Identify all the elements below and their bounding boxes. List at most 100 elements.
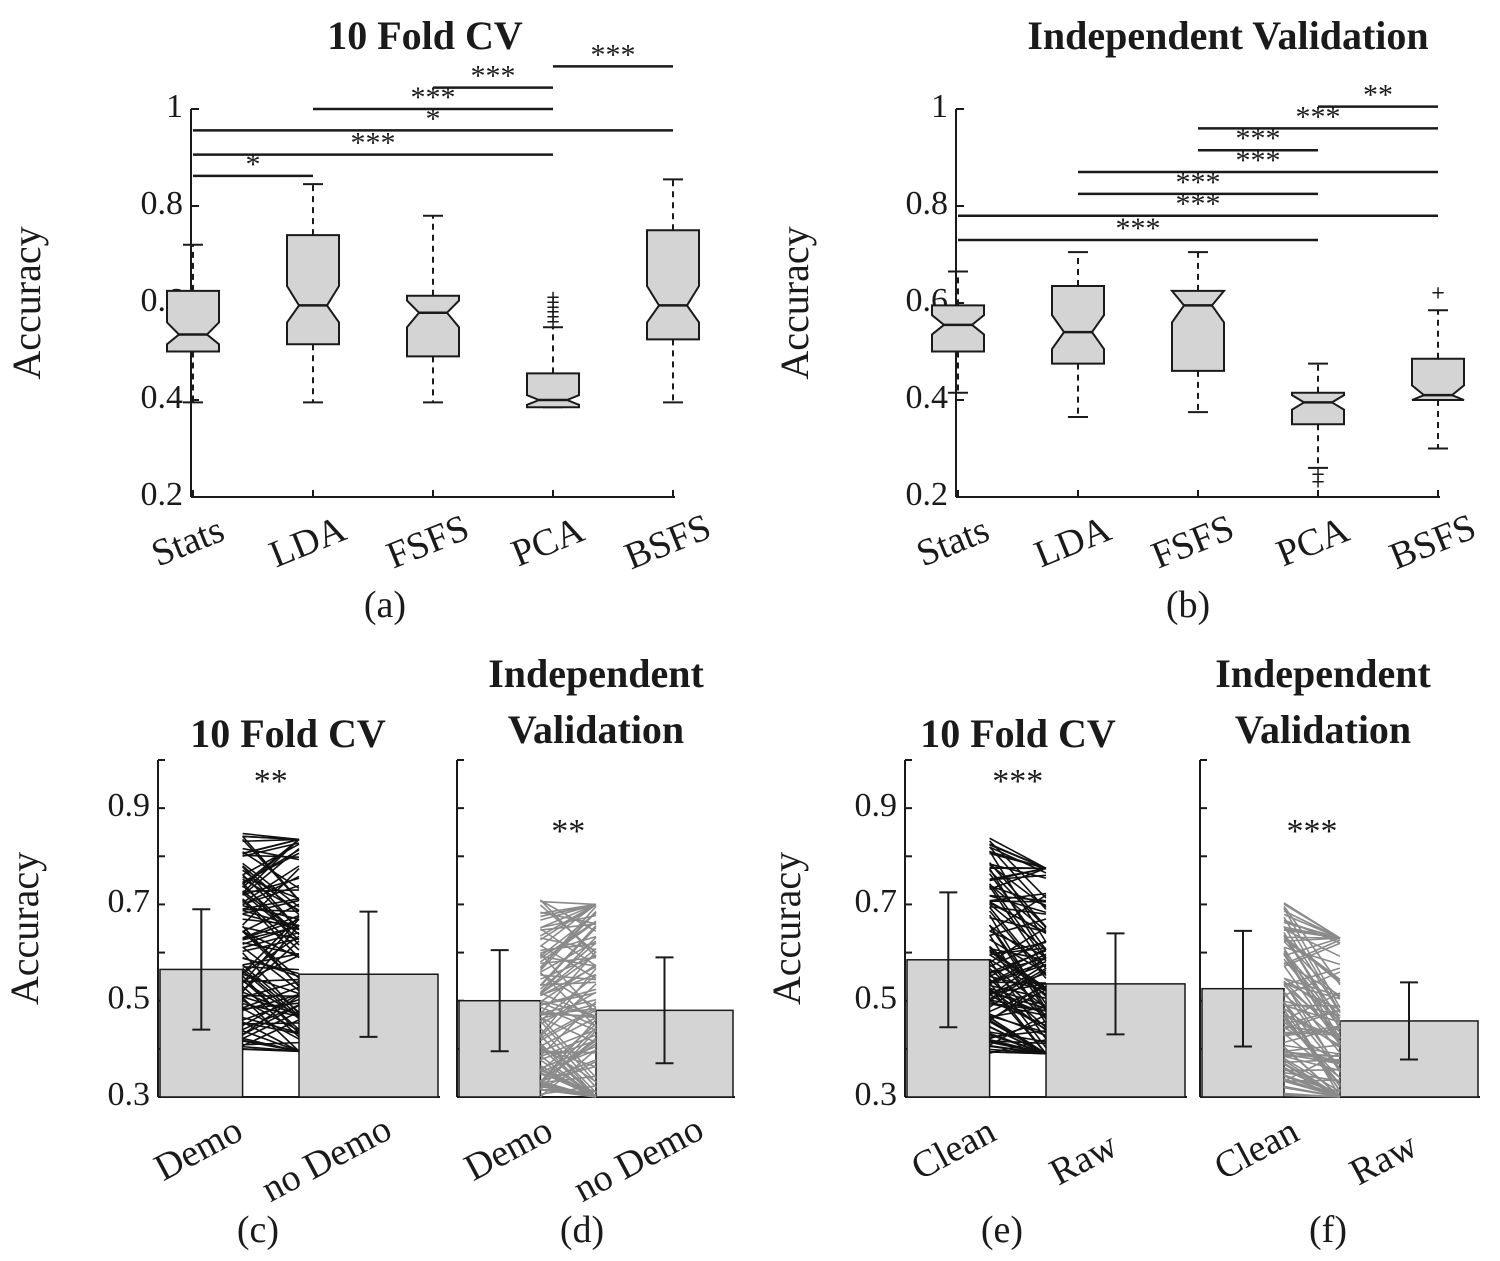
paired-line — [539, 921, 597, 963]
paired-line — [540, 1060, 597, 1090]
paired-line — [539, 1034, 597, 1098]
paired-line — [989, 1033, 1047, 1055]
panel-e: 10 Fold CV (e) Accuracy 0.3 0.5 0.7 0.9 *** Clea… — [764, 711, 1187, 1251]
panel-label: (c) — [237, 1209, 279, 1251]
significance-label: *** — [992, 763, 1043, 800]
paired-line — [989, 982, 1047, 995]
paired-line — [242, 884, 300, 906]
significance-label: *** — [411, 81, 456, 114]
paired-line — [540, 1065, 597, 1082]
paired-line — [539, 967, 597, 1036]
paired-line — [989, 916, 1047, 933]
paired-line — [540, 1009, 597, 1042]
paired-line — [989, 945, 1047, 998]
box-plot: LDA — [264, 183, 352, 576]
paired-line — [539, 972, 597, 1009]
notched-box — [1411, 357, 1465, 401]
paired-lines — [241, 832, 300, 1053]
paired-line — [539, 1016, 597, 1079]
notched-box — [1291, 391, 1345, 426]
paired-line — [242, 970, 300, 1020]
paired-line — [242, 876, 300, 900]
paired-line — [1283, 934, 1341, 1022]
notched-box — [646, 229, 700, 341]
y-tick-label: 1 — [931, 88, 948, 125]
paired-line — [988, 972, 1047, 1049]
y-tick-label: 0.5 — [108, 980, 151, 1017]
paired-line — [1283, 1026, 1341, 1044]
paired-line — [988, 914, 1047, 1010]
paired-line — [988, 987, 1047, 1055]
panel-label: (d) — [560, 1209, 604, 1251]
x-tick-label: LDA — [1029, 508, 1118, 576]
paired-line — [242, 1048, 300, 1053]
paired-line — [242, 1007, 300, 1040]
paired-line — [989, 949, 1047, 989]
x-tick-label: Clean — [1207, 1110, 1305, 1189]
paired-line — [242, 899, 300, 959]
y-axis-label: Accuracy — [4, 226, 49, 379]
paired-line — [1283, 1058, 1341, 1064]
panel-b: Independent Validation (b) Accuracy 0.2 0.4 0… — [772, 13, 1482, 626]
paired-line — [988, 873, 1047, 951]
paired-line — [989, 963, 1047, 1009]
paired-line — [989, 900, 1047, 935]
paired-line — [242, 874, 300, 930]
paired-line — [1283, 1085, 1341, 1098]
paired-line — [1283, 1074, 1341, 1098]
y-tick-label: 0.3 — [855, 1076, 898, 1113]
y-tick-label: 0.3 — [108, 1076, 151, 1113]
notched-box — [1169, 289, 1227, 372]
x-tick-label: PCA — [1271, 508, 1356, 575]
outlier-point: + — [1310, 471, 1325, 492]
x-tick-label: Stats — [146, 509, 230, 576]
paired-line — [1283, 1016, 1341, 1085]
paired-line — [540, 1082, 597, 1098]
paired-line — [539, 1059, 597, 1098]
paired-line — [242, 925, 300, 941]
paired-line — [988, 883, 1047, 962]
paired-line — [1283, 1093, 1341, 1098]
paired-line — [1283, 926, 1341, 939]
paired-line — [540, 965, 597, 997]
paired-line — [539, 920, 597, 959]
paired-line — [242, 986, 300, 1009]
paired-line — [989, 1019, 1047, 1055]
paired-line — [539, 952, 597, 1014]
y-tick-label: 1 — [166, 88, 183, 125]
paired-line — [540, 900, 597, 906]
paired-line — [989, 1025, 1047, 1055]
notched-box — [1051, 285, 1105, 365]
paired-line — [540, 940, 597, 973]
paired-line — [989, 869, 1047, 929]
paired-line — [242, 838, 300, 843]
paired-line — [989, 883, 1047, 932]
outlier-point: + — [545, 311, 560, 332]
paired-line — [989, 850, 1047, 870]
chart-title: 10 Fold CV — [327, 13, 523, 58]
paired-line — [1283, 938, 1341, 982]
y-tick-label: 0.9 — [855, 787, 898, 824]
paired-line — [989, 993, 1047, 1030]
y-tick-label: 0.8 — [906, 185, 949, 222]
paired-line — [1283, 977, 1341, 998]
y-tick-label: 0.9 — [108, 787, 151, 824]
x-tick-label: FSFS — [1146, 507, 1240, 578]
paired-line — [242, 1021, 300, 1052]
paired-line — [242, 979, 300, 1031]
paired-line — [540, 935, 597, 954]
notched-box — [406, 294, 460, 358]
x-tick-label: FSFS — [381, 507, 475, 578]
panel-c: 10 Fold CV (c) Accuracy 0.3 0.5 0.7 0.9 ** Demo n… — [2, 711, 440, 1251]
paired-line — [539, 947, 597, 995]
significance-label: * — [426, 102, 441, 135]
significance-label: ** — [254, 763, 288, 800]
paired-line — [989, 941, 1047, 956]
notched-box — [931, 304, 985, 353]
significance-label: ** — [1363, 79, 1393, 112]
paired-line — [242, 867, 300, 926]
paired-line — [1283, 942, 1341, 968]
paired-line — [1283, 1055, 1341, 1072]
chart-title: Independent Validation — [488, 651, 704, 752]
